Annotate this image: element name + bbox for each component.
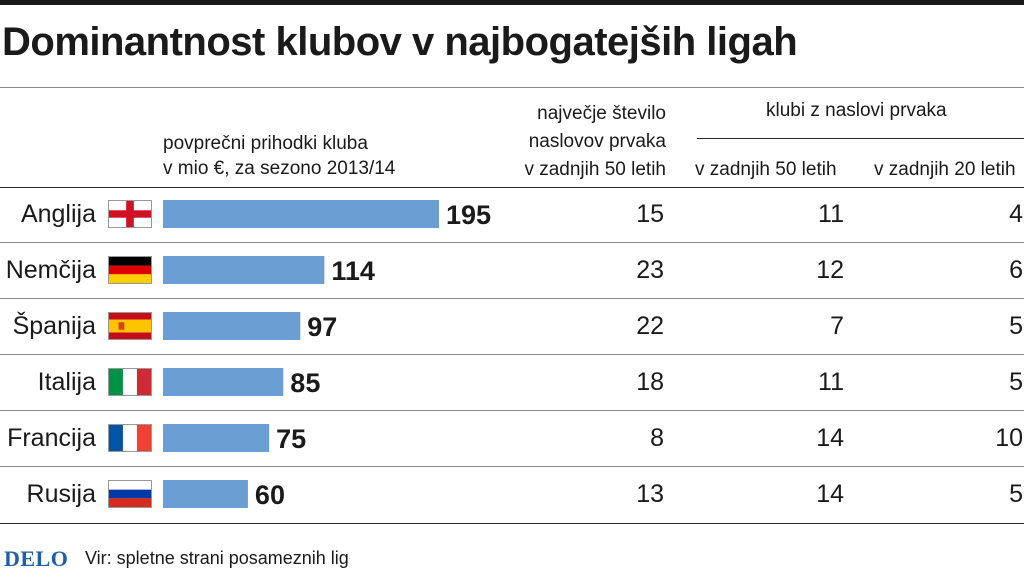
revenue-value-label: 60 bbox=[255, 480, 285, 510]
bottom-rule bbox=[0, 523, 1024, 524]
revenue-value-label: 75 bbox=[276, 424, 306, 454]
revenue-value-label: 195 bbox=[446, 200, 491, 230]
revenue-bar bbox=[163, 368, 284, 396]
clubs-last20-cell: 5 bbox=[1009, 368, 1023, 396]
most-titles-header-line2: naslovov prvaka bbox=[528, 131, 666, 152]
revenue-bar bbox=[163, 480, 248, 508]
revenue-header-line1: povprečni prihodki kluba bbox=[163, 133, 368, 154]
most-titles-cell: 15 bbox=[636, 200, 664, 228]
chart-title: Dominantnost klubov v najbogatejših liga… bbox=[2, 20, 798, 64]
clubs-last20-cell: 5 bbox=[1009, 312, 1023, 340]
top-bar bbox=[0, 0, 1024, 5]
france-flag-icon bbox=[108, 424, 152, 452]
revenue-header-line2: v mio €, za sezono 2013/14 bbox=[163, 158, 396, 179]
most-titles-cell: 13 bbox=[636, 480, 664, 508]
champions-group-header: klubi z naslovi prvaka bbox=[766, 100, 947, 121]
country-label: Francija bbox=[7, 424, 96, 452]
clubs-last50-cell: 7 bbox=[830, 312, 844, 340]
most-titles-cell: 18 bbox=[636, 368, 664, 396]
revenue-bar bbox=[163, 256, 325, 284]
row-separator bbox=[0, 410, 1024, 411]
last50-header: v zadnjih 50 letih bbox=[695, 159, 837, 180]
revenue-value-label: 114 bbox=[331, 256, 375, 286]
revenue-bar bbox=[163, 200, 439, 228]
row-separator bbox=[0, 354, 1024, 355]
clubs-last20-cell: 5 bbox=[1009, 480, 1023, 508]
most-titles-cell: 8 bbox=[650, 424, 664, 452]
header-rule bbox=[0, 187, 1024, 188]
delo-logo: DELO bbox=[4, 546, 69, 571]
clubs-last20-cell: 4 bbox=[1009, 200, 1023, 228]
revenue-bar bbox=[163, 424, 270, 452]
country-label: Rusija bbox=[26, 480, 96, 508]
row-separator bbox=[0, 466, 1024, 467]
clubs-last20-cell: 6 bbox=[1009, 256, 1023, 284]
row-separator bbox=[0, 298, 1024, 299]
revenue-value-label: 85 bbox=[290, 368, 320, 398]
most-titles-cell: 23 bbox=[636, 256, 664, 284]
row-separator bbox=[0, 242, 1024, 243]
country-label: Anglija bbox=[20, 200, 96, 228]
country-label: Italija bbox=[37, 368, 96, 396]
most-titles-header-line3: v zadnjih 50 letih bbox=[524, 159, 666, 180]
russia-flag-icon bbox=[108, 480, 152, 508]
clubs-last50-cell: 14 bbox=[816, 480, 844, 508]
champions-group-rule bbox=[697, 138, 1024, 139]
revenue-bar bbox=[163, 312, 301, 340]
spain-flag-icon bbox=[108, 312, 152, 340]
title-rule bbox=[0, 87, 1024, 88]
clubs-last50-cell: 14 bbox=[816, 424, 844, 452]
revenue-value-label: 97 bbox=[307, 312, 337, 342]
country-label: Nemčija bbox=[5, 256, 96, 284]
italy-flag-icon bbox=[108, 368, 152, 396]
country-label: Španija bbox=[12, 312, 96, 340]
germany-flag-icon bbox=[108, 256, 152, 284]
most-titles-header-line1: največje število bbox=[537, 103, 666, 124]
clubs-last20-cell: 10 bbox=[995, 424, 1023, 452]
clubs-last50-cell: 11 bbox=[818, 200, 844, 228]
most-titles-cell: 22 bbox=[636, 312, 664, 340]
source-note: Vir: spletne strani posameznih lig bbox=[85, 548, 349, 568]
last20-header: v zadnjih 20 letih bbox=[874, 159, 1016, 180]
england-flag-icon bbox=[108, 200, 152, 228]
clubs-last50-cell: 11 bbox=[818, 368, 844, 396]
clubs-last50-cell: 12 bbox=[816, 256, 844, 284]
